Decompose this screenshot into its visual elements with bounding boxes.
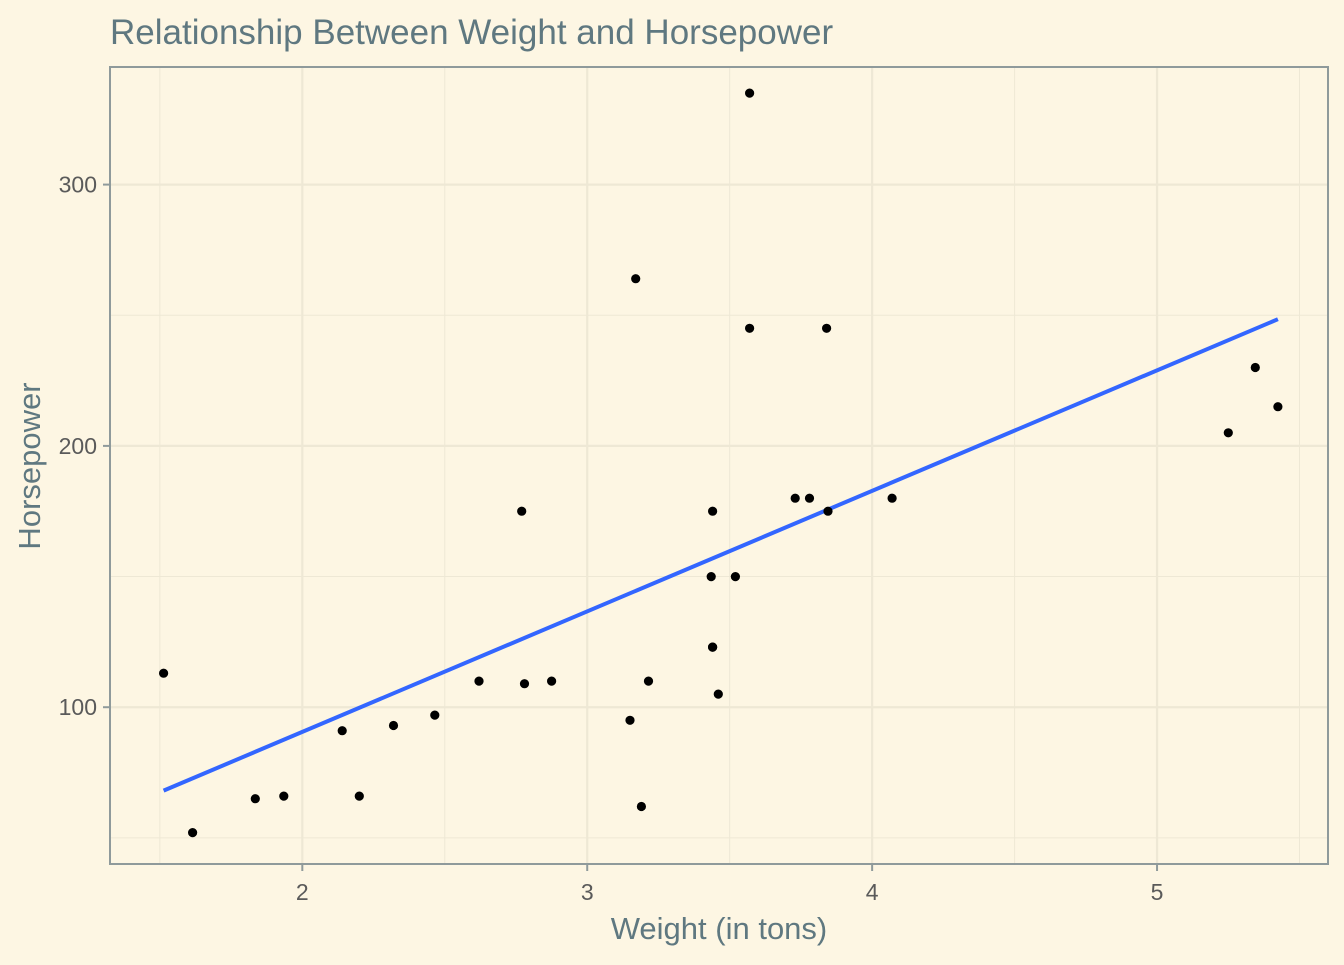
x-tick-label: 3: [581, 879, 594, 905]
data-point: [745, 323, 755, 333]
y-tick-label: 300: [59, 172, 97, 198]
data-point: [822, 323, 832, 333]
panel-border: [109, 66, 1329, 865]
data-point: [1223, 428, 1233, 438]
data-point: [547, 676, 557, 686]
x-tick-label: 2: [296, 879, 309, 905]
x-axis-label: Weight (in tons): [611, 911, 828, 946]
data-point: [188, 828, 198, 838]
tick-labels: 2 3 4 5 100 200 300: [59, 172, 1164, 905]
data-point: [337, 726, 347, 736]
data-point: [708, 642, 718, 652]
data-point: [430, 710, 440, 720]
y-tick-label: 100: [59, 694, 97, 720]
data-point: [636, 801, 647, 812]
y-axis-label: Horsepower: [12, 382, 47, 549]
data-point: [887, 493, 897, 503]
data-point: [159, 668, 169, 678]
data-point: [730, 572, 741, 582]
data-point: [631, 274, 641, 284]
x-tick-label: 5: [1151, 879, 1164, 905]
x-tick-label: 4: [866, 879, 879, 905]
data-point: [517, 506, 527, 516]
data-point: [474, 676, 484, 686]
data-point: [1273, 402, 1283, 412]
data-point: [643, 676, 654, 686]
data-point: [388, 720, 399, 731]
axis-ticks: [103, 183, 1159, 871]
trend-line: [162, 317, 1279, 793]
grid-minor: [110, 67, 1328, 864]
data-point: [708, 506, 718, 516]
data-point: [804, 493, 815, 503]
data-point: [823, 506, 833, 516]
data-point: [250, 794, 260, 804]
data-point: [745, 88, 755, 98]
data-point: [354, 791, 364, 801]
data-point: [1250, 362, 1260, 373]
chart-title: Relationship Between Weight and Horsepow…: [110, 13, 833, 52]
y-tick-label: 200: [59, 433, 97, 459]
grid-major: [110, 67, 1328, 864]
data-point: [706, 572, 716, 582]
data-point: [519, 679, 530, 689]
data-point: [790, 493, 800, 503]
data-point: [625, 715, 635, 725]
trend-layer: [162, 317, 1279, 793]
points-layer: [159, 88, 1283, 838]
data-point: [713, 689, 723, 699]
data-point: [279, 791, 289, 801]
